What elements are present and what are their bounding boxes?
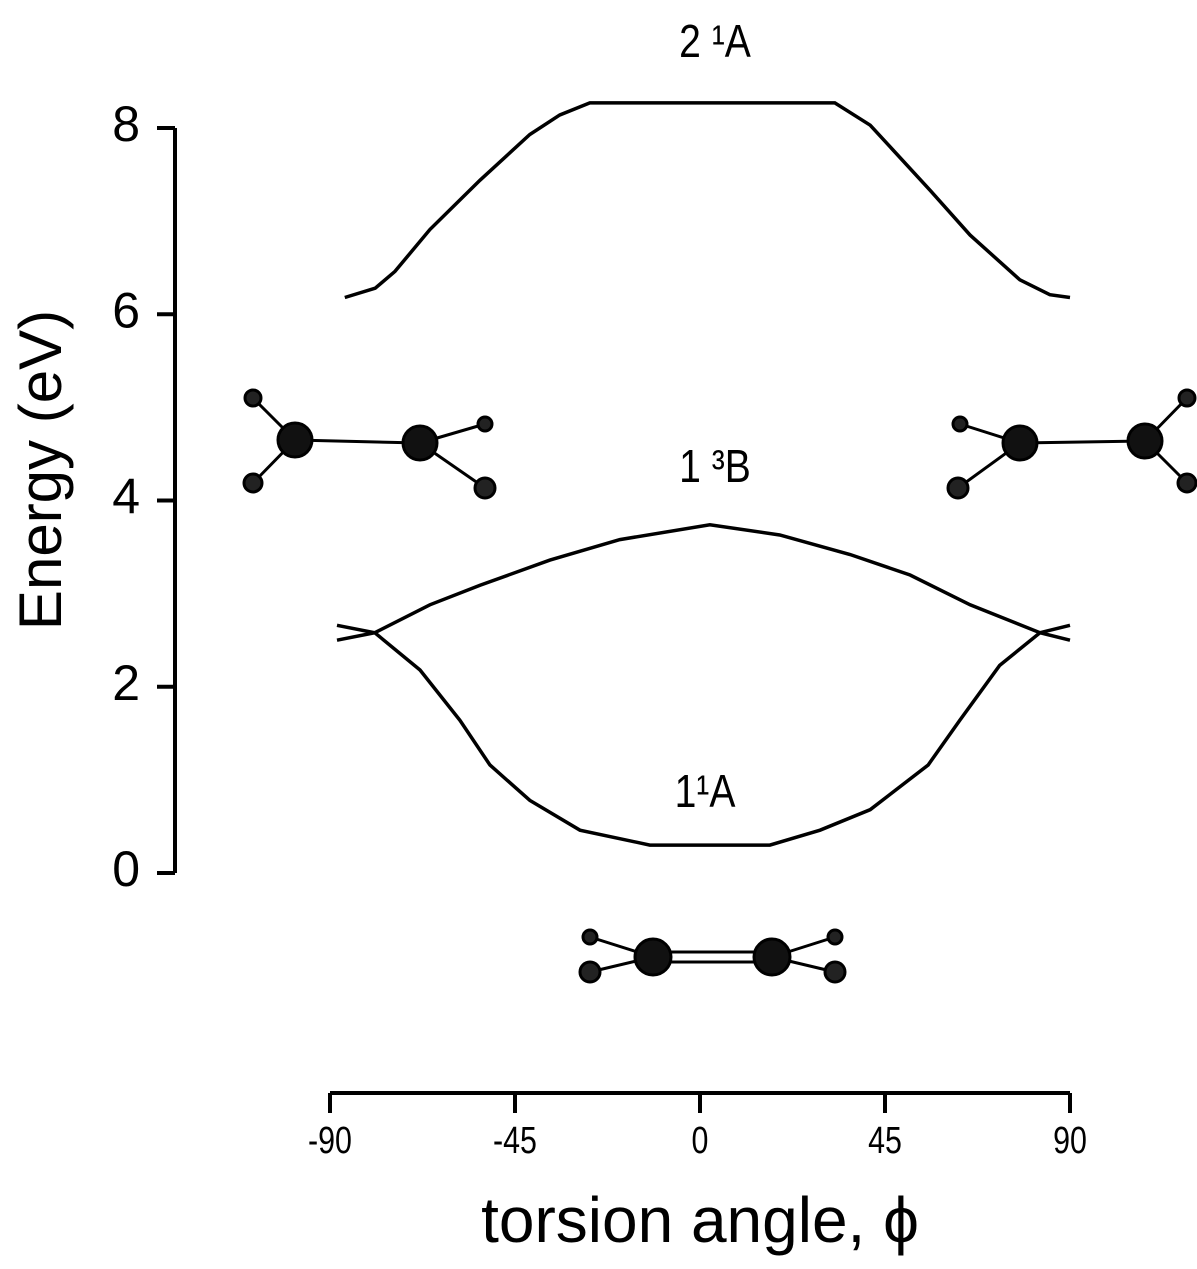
x-tick-label: -45 bbox=[493, 1120, 537, 1162]
y-tick-label: 8 bbox=[112, 96, 140, 152]
curve bbox=[344, 101, 1071, 300]
x-tick-label: 90 bbox=[1053, 1120, 1087, 1162]
molecule-right bbox=[946, 388, 1197, 500]
y-tick-label: 4 bbox=[112, 469, 140, 525]
y-axis-title: Energy (eV) bbox=[7, 310, 74, 630]
y-tick-label: 2 bbox=[112, 655, 140, 711]
x-tick-label: 0 bbox=[692, 1120, 709, 1162]
molecule-bottom bbox=[578, 928, 847, 984]
curve-label: 2 ¹A bbox=[679, 16, 751, 68]
y-tick-label: 0 bbox=[112, 841, 140, 897]
x-tick-label: 45 bbox=[868, 1120, 902, 1162]
curve bbox=[336, 522, 1071, 642]
y-tick-label: 6 bbox=[112, 282, 140, 338]
molecule-left bbox=[242, 388, 497, 500]
curve-label: 1¹A bbox=[675, 766, 736, 818]
x-axis-title: torsion angle, ϕ bbox=[481, 1184, 919, 1256]
curve bbox=[336, 623, 1071, 847]
curve-label: 1 ³B bbox=[679, 441, 751, 493]
x-tick-label: -90 bbox=[308, 1120, 352, 1162]
